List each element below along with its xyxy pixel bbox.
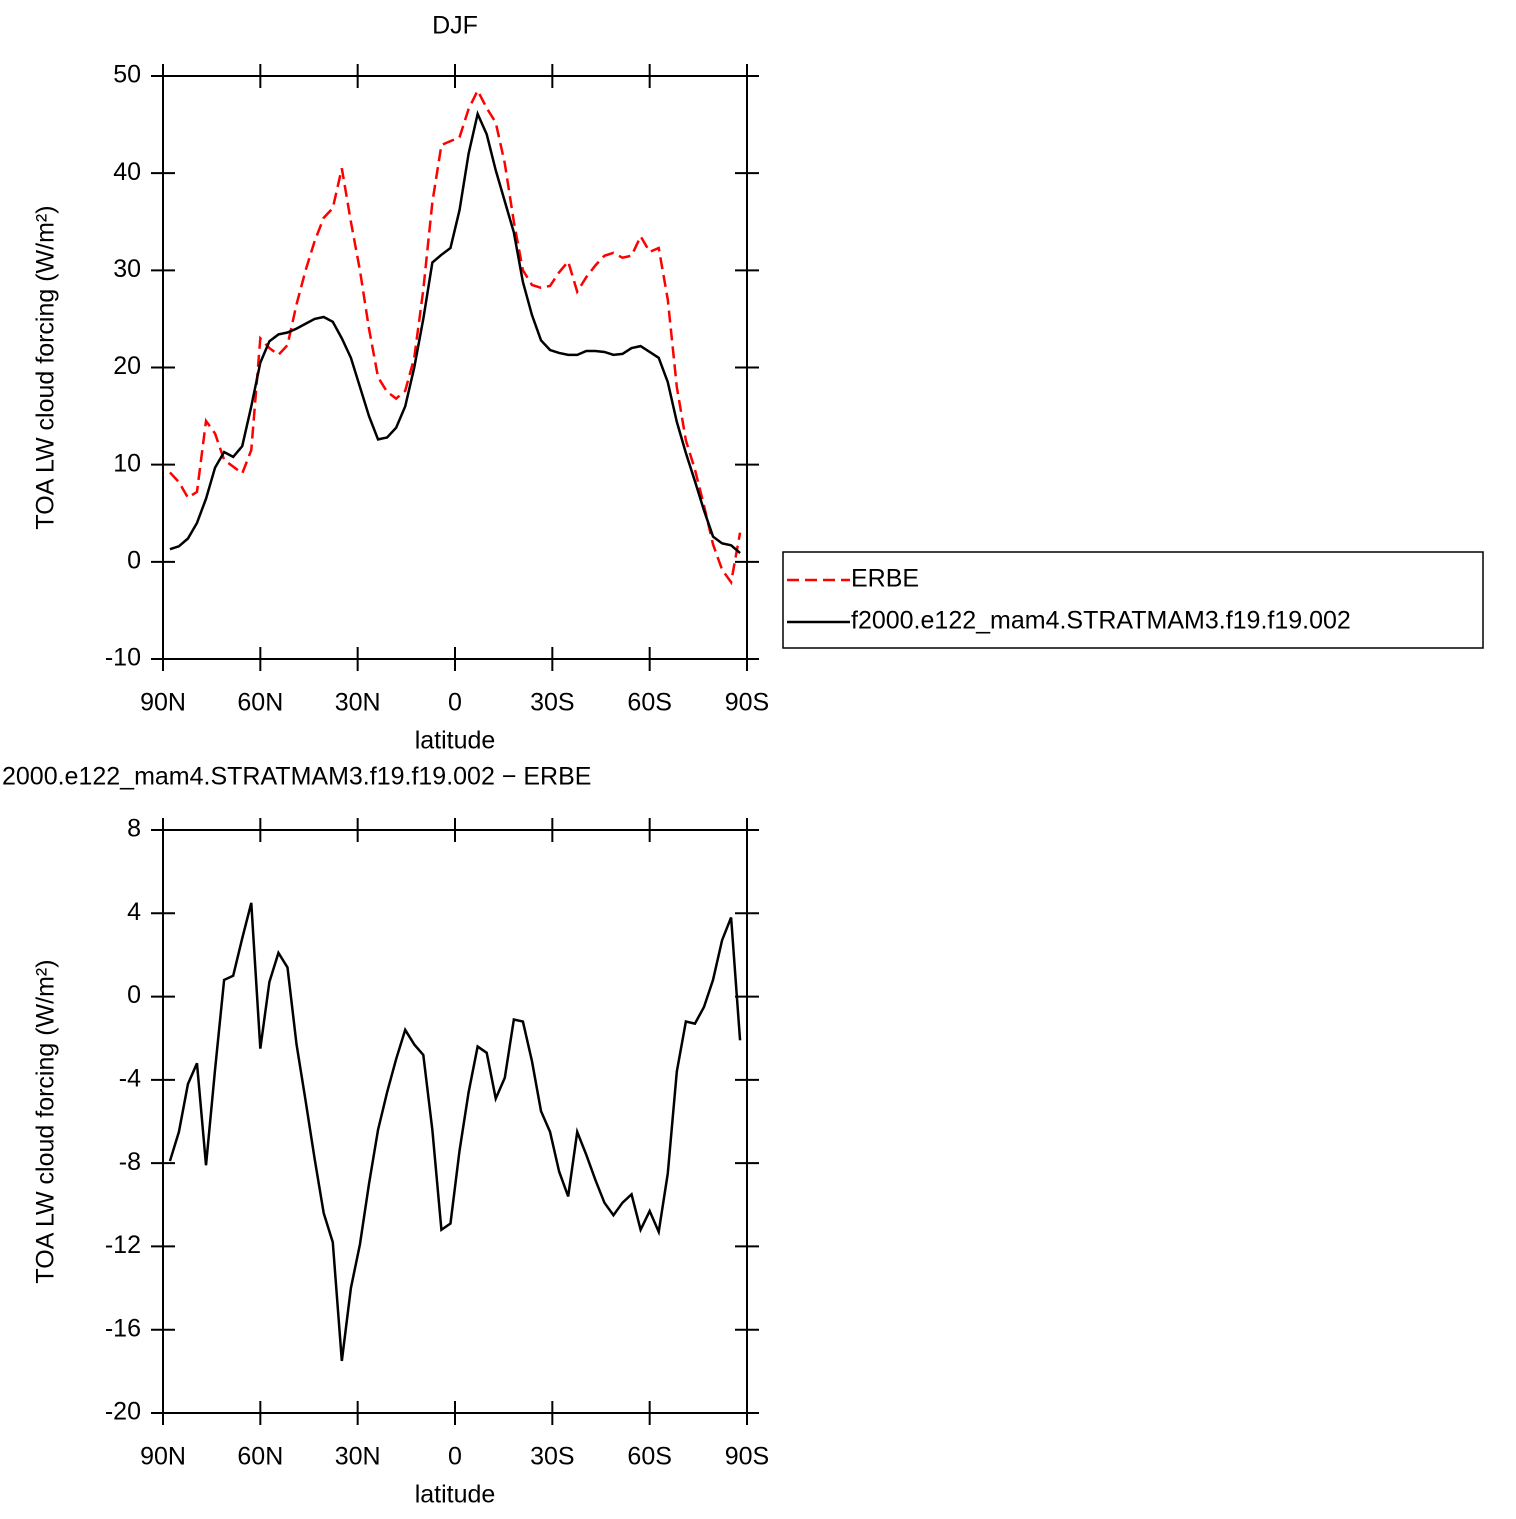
x-axis-label: latitude <box>415 727 496 755</box>
x-axis-label: latitude <box>415 1481 496 1509</box>
y-tick-label: 0 <box>127 546 141 574</box>
x-tick-label: 0 <box>448 1443 462 1471</box>
y-axis-label: TOA LW cloud forcing (W/m²) <box>32 959 60 1283</box>
plot-frame <box>162 75 748 660</box>
y-tick-label: 4 <box>127 898 141 926</box>
y-tick-label: 30 <box>113 255 141 283</box>
y-tick-label: 8 <box>127 815 141 843</box>
y-tick-label: 50 <box>113 61 141 89</box>
chart-title: 2000.e122_mam4.STRATMAM3.f19.f19.002 − E… <box>2 763 591 791</box>
y-tick-label: -20 <box>105 1398 141 1426</box>
x-tick-label: 60S <box>627 1443 671 1471</box>
y-axis-label: TOA LW cloud forcing (W/m²) <box>32 205 60 529</box>
y-tick-label: -10 <box>105 644 141 672</box>
data-line <box>169 109 741 555</box>
x-tick-label: 90N <box>140 689 186 717</box>
legend-box <box>782 551 1484 649</box>
y-tick-label: -8 <box>119 1148 141 1176</box>
legend-label: f2000.e122_mam4.STRATMAM3.f19.f19.002 <box>851 607 1351 635</box>
y-tick-label: 40 <box>113 158 141 186</box>
x-tick-label: 30S <box>530 1443 574 1471</box>
x-tick-label: 90N <box>140 1443 186 1471</box>
x-tick-label: 60N <box>237 689 283 717</box>
x-tick-label: 60N <box>237 1443 283 1471</box>
y-tick-label: 10 <box>113 449 141 477</box>
x-tick-label: 30N <box>335 689 381 717</box>
data-line <box>169 87 742 586</box>
y-tick-label: -4 <box>119 1064 141 1092</box>
y-tick-label: 20 <box>113 352 141 380</box>
x-tick-label: 0 <box>448 689 462 717</box>
y-tick-label: -16 <box>105 1314 141 1342</box>
y-tick-label: -12 <box>105 1231 141 1259</box>
plot-frame <box>162 829 748 1414</box>
x-tick-label: 30S <box>530 689 574 717</box>
chart-title: DJF <box>432 12 478 40</box>
x-tick-label: 30N <box>335 1443 381 1471</box>
y-tick-label: 0 <box>127 981 141 1009</box>
x-tick-label: 60S <box>627 689 671 717</box>
legend-label: ERBE <box>851 565 919 593</box>
x-tick-label: 90S <box>725 689 769 717</box>
data-line <box>168 902 742 1362</box>
x-tick-label: 90S <box>725 1443 769 1471</box>
